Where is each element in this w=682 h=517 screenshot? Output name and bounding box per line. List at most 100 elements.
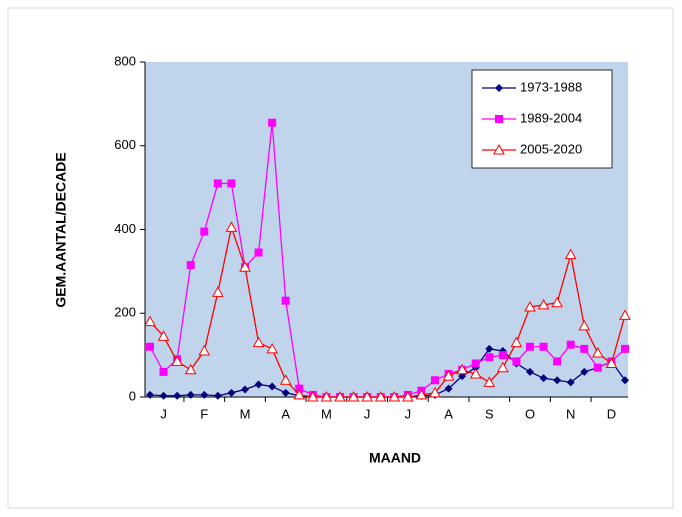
x-tick-label: J <box>364 406 371 421</box>
data-point <box>469 367 482 379</box>
x-tick-label: N <box>566 406 575 421</box>
data-point <box>213 179 222 188</box>
data-point <box>621 376 629 385</box>
x-tick-label: J <box>160 406 167 421</box>
legend-label: 2005-2020 <box>520 141 582 156</box>
x-tick-label: M <box>240 406 251 421</box>
data-point <box>526 342 534 351</box>
data-point <box>241 385 249 394</box>
data-point <box>198 344 211 356</box>
data-point <box>553 376 562 385</box>
data-point <box>524 300 536 312</box>
data-point <box>268 382 277 391</box>
y-tick-label: 600 <box>114 137 136 152</box>
data-point <box>619 309 631 320</box>
y-tick-label: 800 <box>114 53 136 68</box>
x-tick-label: A <box>444 406 453 421</box>
data-point <box>252 336 265 348</box>
data-point <box>279 374 292 385</box>
data-point <box>200 227 209 236</box>
data-point <box>200 390 209 399</box>
data-point <box>564 248 577 260</box>
data-point <box>227 179 236 188</box>
data-point <box>361 390 373 402</box>
data-point <box>539 374 548 383</box>
data-point <box>551 296 563 308</box>
data-point <box>320 390 333 402</box>
data-point <box>580 344 589 353</box>
data-point <box>254 380 263 389</box>
data-point <box>159 367 168 376</box>
data-point <box>566 378 575 387</box>
legend-marker <box>493 143 505 155</box>
data-point <box>281 296 290 305</box>
data-point <box>146 342 154 351</box>
data-point <box>471 359 480 368</box>
data-point <box>444 384 453 393</box>
data-point <box>605 357 618 368</box>
data-point <box>388 390 401 402</box>
data-point <box>621 344 629 353</box>
data-point <box>485 353 494 362</box>
data-point <box>592 347 604 358</box>
y-tick-label: 400 <box>114 221 136 236</box>
y-axis-title: GEM.AANTAL/DECADE <box>53 152 69 307</box>
data-point <box>566 340 575 349</box>
data-point <box>254 248 263 257</box>
data-point <box>266 342 278 354</box>
data-point <box>227 388 236 397</box>
data-point <box>173 391 182 400</box>
x-tick-label: M <box>321 406 332 421</box>
data-point <box>171 355 183 366</box>
data-point <box>456 363 468 375</box>
data-point <box>334 390 346 402</box>
data-point <box>225 221 238 232</box>
x-tick-label: O <box>525 406 535 421</box>
data-point <box>239 261 251 272</box>
x-axis-title: MAAND <box>369 450 421 466</box>
data-point <box>157 330 170 341</box>
data-point <box>144 315 156 327</box>
data-point <box>213 391 222 400</box>
data-point <box>159 391 168 400</box>
data-point <box>526 367 534 376</box>
data-point <box>429 386 441 398</box>
x-tick-label: A <box>281 406 290 421</box>
data-point <box>485 344 494 353</box>
data-point <box>578 319 591 331</box>
data-point <box>580 367 589 376</box>
data-point <box>146 390 154 399</box>
data-point <box>295 384 304 393</box>
x-tick-label: F <box>200 406 208 421</box>
data-point <box>553 357 562 366</box>
data-point <box>186 261 195 270</box>
data-point <box>212 286 224 297</box>
data-point <box>593 363 602 372</box>
data-point <box>537 298 550 310</box>
legend-marker <box>495 115 503 123</box>
data-point <box>184 363 197 375</box>
x-tick-label: J <box>405 406 412 421</box>
legend-label: 1973-1988 <box>520 79 582 94</box>
data-point <box>431 376 439 385</box>
legend-marker <box>495 84 503 92</box>
data-point <box>347 390 360 402</box>
x-tick-label: D <box>607 406 616 421</box>
data-point <box>402 390 414 402</box>
data-point <box>268 118 277 127</box>
data-point <box>374 390 387 402</box>
legend-label: 1989-2004 <box>520 110 582 125</box>
data-point <box>512 357 521 366</box>
x-tick-label: S <box>485 406 494 421</box>
data-point <box>498 351 507 360</box>
data-point <box>281 388 290 397</box>
y-tick-label: 200 <box>114 305 136 320</box>
data-point <box>510 336 523 348</box>
data-point <box>497 361 509 373</box>
data-point <box>415 388 428 400</box>
data-point <box>483 376 496 387</box>
data-point <box>186 390 195 399</box>
data-point <box>442 370 455 381</box>
y-tick-label: 0 <box>129 388 136 403</box>
